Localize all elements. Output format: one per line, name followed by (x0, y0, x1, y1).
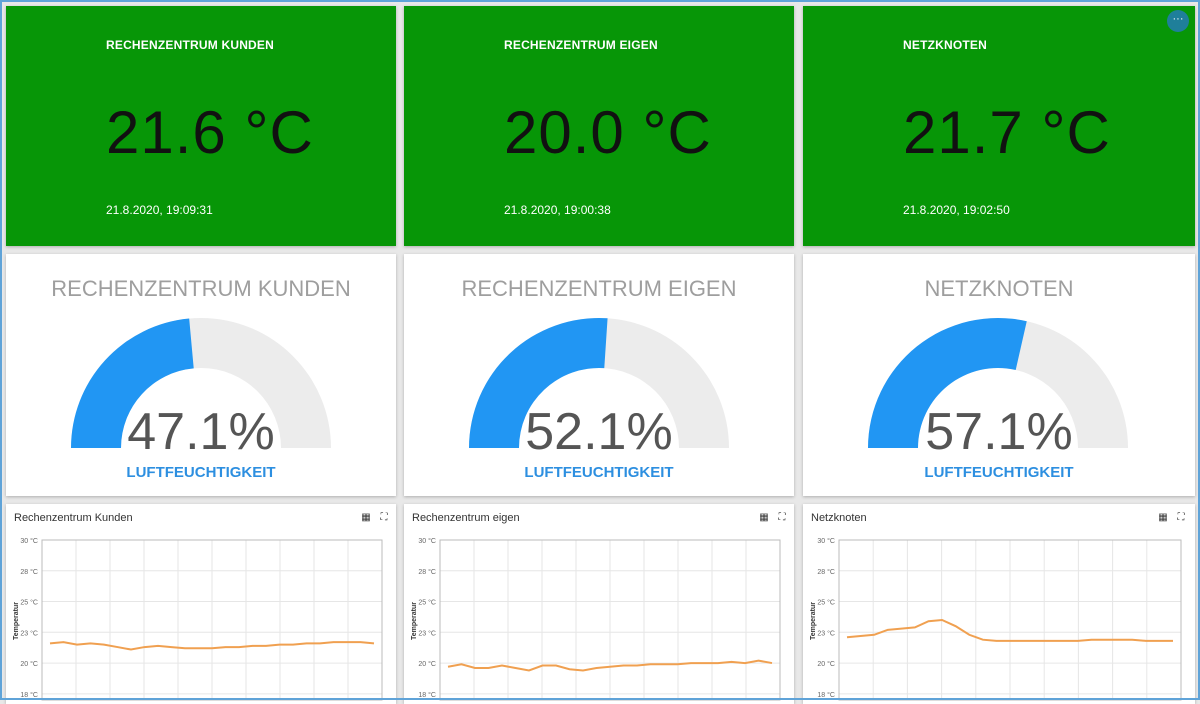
temp-tile-title: NETZKNOTEN (903, 38, 987, 52)
chart-tile-rz-eigen: Rechenzentrum eigen ▦ ⛶ 30 °C 28 °C 25 °C 2… (404, 504, 794, 704)
fullscreen-icon[interactable]: ⛶ (1177, 512, 1185, 523)
gauge-fill (469, 318, 608, 448)
temp-tile-timestamp: 21.8.2020, 19:09:31 (106, 203, 213, 217)
y-tick-label: 25 °C (817, 599, 835, 607)
y-tick-label: 30 °C (817, 537, 835, 545)
gauge-fill (71, 318, 194, 448)
y-tick-label: 23 °C (20, 629, 38, 637)
y-tick-label: 25 °C (418, 599, 436, 607)
gauge-title: RECHENZENTRUM EIGEN (461, 276, 737, 301)
fullscreen-icon[interactable]: ⛶ (778, 512, 786, 523)
temp-tile-value: 21.6 °C (106, 99, 314, 166)
chart-title: Rechenzentrum eigen (412, 512, 520, 524)
gauge-tile-netzknoten: NETZKNOTEN 57.1% LUFTFEUCHTIGKEIT (803, 254, 1195, 496)
chart-tile-rz-kunden: Rechenzentrum Kunden ▦ ⛶ 30 °C 28 °C 25 °C… (6, 504, 396, 704)
temperature-chart: 30 °C 28 °C 25 °C 23 °C 20 °C 18 °C Temperatur (13, 537, 383, 701)
temp-tile-timestamp: 21.8.2020, 19:02:50 (903, 203, 1010, 217)
temp-tile-timestamp: 21.8.2020, 19:00:38 (504, 203, 611, 217)
gauge-label: LUFTFEUCHTIGKEIT (126, 464, 276, 481)
y-tick-label: 23 °C (817, 629, 835, 637)
temp-tile-rz-kunden: RECHENZENTRUM KUNDEN 21.6 °C 21.8.2020, … (6, 6, 396, 246)
gauge-title: RECHENZENTRUM KUNDEN (51, 276, 351, 301)
y-tick-label: 20 °C (20, 660, 38, 668)
export-icon[interactable]: ▦ (1158, 512, 1168, 523)
y-tick-label: 28 °C (20, 568, 38, 576)
y-tick-label: 30 °C (20, 537, 38, 545)
gauge-label: LUFTFEUCHTIGKEIT (524, 464, 674, 481)
humidity-gauge (868, 317, 1128, 448)
chart-title: Rechenzentrum Kunden (14, 512, 133, 524)
humidity-gauge (71, 318, 331, 448)
y-tick-label: 25 °C (20, 599, 38, 607)
gauge-tile-rz-kunden: RECHENZENTRUM KUNDEN 47.1% LUFTFEUCHTIGK… (6, 254, 396, 496)
temperature-chart: 30 °C 28 °C 25 °C 23 °C 20 °C 18 °C Temperatur (411, 537, 781, 701)
y-tick-label: 20 °C (817, 660, 835, 668)
temp-tile-title: RECHENZENTRUM KUNDEN (106, 38, 274, 52)
y-tick-label: 28 °C (418, 568, 436, 576)
chart-title: Netzknoten (811, 512, 867, 524)
gauge-value: 47.1% (127, 403, 275, 461)
series-line (846, 618, 1173, 642)
y-tick-label: 20 °C (418, 660, 436, 668)
temp-tile-value: 21.7 °C (903, 99, 1111, 166)
temp-tile-netzknoten: NETZKNOTEN 21.7 °C 21.8.2020, 19:02:50 ·… (803, 6, 1195, 246)
y-tick-label: 30 °C (418, 537, 436, 545)
series-line (447, 659, 773, 672)
temp-tile-title: RECHENZENTRUM EIGEN (504, 38, 658, 52)
y-tick-label: 18 °C (418, 691, 436, 699)
y-tick-label: 28 °C (817, 568, 835, 576)
y-axis-label: Temperatur (411, 602, 418, 640)
temperature-chart: 30 °C 28 °C 25 °C 23 °C 20 °C 18 °C Temperatur (810, 537, 1182, 701)
gauge-value: 57.1% (925, 403, 1073, 461)
y-tick-label: 23 °C (418, 629, 436, 637)
gauge-fill (868, 317, 1027, 448)
more-icon[interactable]: ··· (1167, 10, 1189, 32)
y-axis-label: Temperatur (13, 602, 20, 640)
y-tick-label: 18 °C (20, 691, 38, 699)
gauge-tile-rz-eigen: RECHENZENTRUM EIGEN 52.1% LUFTFEUCHTIGKE… (404, 254, 794, 496)
temp-tile-value: 20.0 °C (504, 99, 712, 166)
humidity-gauge (469, 318, 729, 448)
gauge-label: LUFTFEUCHTIGKEIT (924, 464, 1074, 481)
gauge-title: NETZKNOTEN (924, 276, 1074, 301)
export-icon[interactable]: ▦ (759, 512, 769, 523)
gauge-value: 52.1% (525, 403, 673, 461)
fullscreen-icon[interactable]: ⛶ (380, 512, 388, 523)
y-axis-label: Temperatur (810, 602, 817, 640)
y-tick-label: 18 °C (817, 691, 835, 699)
chart-tile-netzknoten: Netzknoten ▦ ⛶ 30 °C 28 °C 25 °C 23 °C 20 °C… (803, 504, 1195, 704)
series-line (49, 641, 375, 651)
export-icon[interactable]: ▦ (361, 512, 371, 523)
temp-tile-rz-eigen: RECHENZENTRUM EIGEN 20.0 °C 21.8.2020, 1… (404, 6, 794, 246)
